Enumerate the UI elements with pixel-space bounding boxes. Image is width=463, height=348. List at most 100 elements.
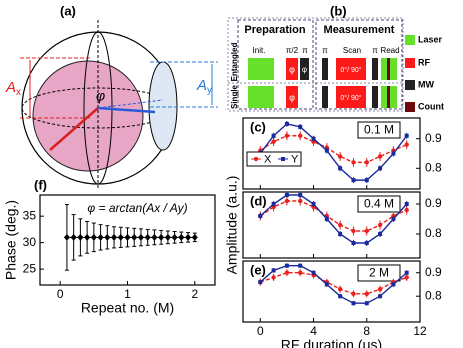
fit-line xyxy=(260,272,407,295)
legend-label: Y xyxy=(291,153,299,165)
marker xyxy=(337,222,343,228)
plot-frame xyxy=(242,117,421,190)
marker xyxy=(351,228,356,234)
mw-pulse xyxy=(372,86,378,108)
marker xyxy=(271,133,276,138)
x-tick-label: 4 xyxy=(310,324,317,338)
y-tick-label: 0.9 xyxy=(425,131,442,145)
red-vector xyxy=(49,107,99,151)
marker xyxy=(404,275,409,280)
legend-marker xyxy=(281,157,285,161)
marker xyxy=(377,154,383,159)
marker xyxy=(97,233,104,241)
panel-label: (a) xyxy=(60,3,76,18)
marker xyxy=(131,233,138,241)
marker xyxy=(151,233,158,241)
marker xyxy=(84,233,91,241)
fit-line xyxy=(259,135,407,164)
blue-dashed xyxy=(97,99,164,109)
x-tick-label: 8 xyxy=(363,324,370,338)
marker xyxy=(351,241,356,245)
annotation-box xyxy=(357,121,401,139)
marker xyxy=(298,270,303,275)
marker xyxy=(351,160,356,165)
marker xyxy=(311,136,316,141)
marker xyxy=(378,232,383,236)
angle-label: φ xyxy=(96,88,105,104)
rf-pulse xyxy=(336,86,366,108)
x-tick-label: 0 xyxy=(257,324,264,338)
marker xyxy=(271,139,276,144)
marker xyxy=(117,233,124,241)
y-tick-label: 0.9 xyxy=(425,196,442,210)
outer-box xyxy=(227,17,404,112)
marker xyxy=(298,198,303,204)
plot-frame xyxy=(242,191,421,259)
laser-pulse xyxy=(248,58,274,80)
y-tick-label: 0.9 xyxy=(425,265,442,279)
row-label: Single xyxy=(230,84,239,109)
count-window xyxy=(387,86,390,108)
marker xyxy=(271,275,276,280)
marker xyxy=(364,228,369,234)
ax-label: Ax xyxy=(5,79,21,98)
marker xyxy=(284,263,289,268)
blue-vector xyxy=(97,106,156,114)
fit-line xyxy=(259,264,408,304)
y-tick-label: 0.8 xyxy=(425,226,442,240)
scan-phase-label: 0°/ 90° xyxy=(340,94,361,102)
legend-swatch xyxy=(405,80,415,90)
marker xyxy=(164,233,171,241)
marker xyxy=(377,286,383,292)
legend-label: MW xyxy=(418,79,434,89)
marker xyxy=(404,142,409,147)
ax-sub: x xyxy=(16,87,21,98)
panel-label: (c) xyxy=(250,119,266,134)
marker xyxy=(298,133,303,138)
y-axis-label: Phase (deg.) xyxy=(3,200,19,280)
pulse-blocks xyxy=(248,58,397,108)
marker xyxy=(284,121,289,126)
rf-pulse xyxy=(286,86,298,108)
marker xyxy=(337,154,343,159)
mw-pulse xyxy=(372,58,378,80)
annotation-box xyxy=(357,264,401,282)
panel-label: (f) xyxy=(34,177,47,192)
marker xyxy=(324,217,329,221)
mw-pulse xyxy=(300,58,309,80)
marker xyxy=(338,294,343,299)
fit-line xyxy=(259,194,408,244)
mw-pulse xyxy=(322,86,328,108)
bloch-sphere: (a) Ax Ay φ xyxy=(5,3,218,190)
legend-swatch xyxy=(405,58,415,68)
marker xyxy=(364,291,369,297)
marker xyxy=(284,198,290,204)
meas-box xyxy=(315,19,403,110)
marker xyxy=(124,233,131,241)
row-label: Entangled xyxy=(230,43,239,82)
count-window xyxy=(387,58,390,80)
marker xyxy=(364,160,369,165)
marker xyxy=(404,270,409,275)
legend-swatch xyxy=(405,35,415,45)
marker xyxy=(271,202,276,206)
scan-phase-label: 0°/ 90° xyxy=(340,66,361,74)
marker xyxy=(137,233,144,241)
pulse-label: π xyxy=(302,46,308,55)
legend-label: Count xyxy=(418,101,444,111)
ay-label: Ay xyxy=(196,77,212,96)
pulse-label: π/2 xyxy=(286,46,299,55)
panel-label: (d) xyxy=(250,193,267,208)
marker xyxy=(324,148,329,153)
marker xyxy=(284,133,290,138)
marker xyxy=(284,270,290,275)
laser-pulse xyxy=(248,86,274,108)
marker xyxy=(258,214,263,218)
pulse-label: π xyxy=(322,46,328,55)
marker xyxy=(77,233,84,241)
legend-box xyxy=(246,151,302,167)
annotation: φ = arctan(Ax / Ay) xyxy=(87,201,187,215)
legend-label: Laser xyxy=(418,34,443,44)
small-ellipse xyxy=(148,61,178,151)
